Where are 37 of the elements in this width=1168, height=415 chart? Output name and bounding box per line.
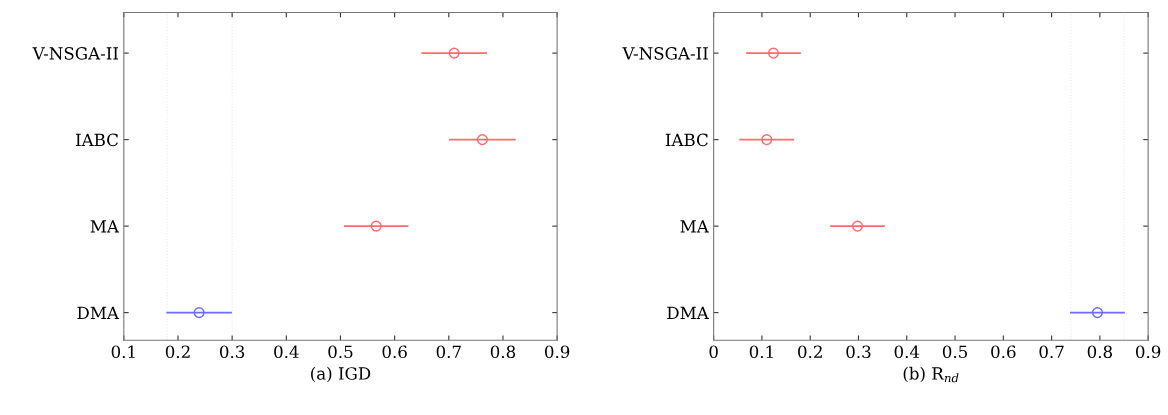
x-tick-label: 0.6	[991, 345, 1016, 359]
x-tick-label: 0.5	[942, 345, 967, 359]
x-tick-label: 0.8	[490, 345, 516, 359]
x-tick-label: 0.9	[1135, 345, 1161, 359]
y-tick-label: V-NSGA-II	[32, 47, 119, 60]
point	[476, 134, 488, 146]
x-tick-label: 0	[709, 345, 718, 359]
x-tick-label: 0.9	[544, 345, 570, 359]
x-tick-label: 0.1	[111, 345, 135, 359]
y-tick-label: V-NSGA-II	[622, 47, 708, 60]
x-tick-label: 0.3	[219, 345, 245, 359]
x-axis-title: (a) IGD	[311, 366, 371, 383]
x-tick-label: 0.5	[328, 345, 353, 359]
y-tick-label: MA	[90, 220, 120, 233]
point	[448, 47, 460, 59]
point	[761, 134, 773, 146]
y-tick-label: IABC	[665, 133, 708, 147]
x-tick-label: 0.2	[165, 345, 190, 359]
x-tick-label: 0.8	[1087, 345, 1112, 359]
y-tick-label: IABC	[75, 133, 118, 147]
x-tick-label: 0.4	[274, 345, 299, 359]
x-tick-label: 0.3	[846, 345, 871, 359]
x-tick-label: 0.6	[382, 345, 407, 359]
point	[1091, 307, 1104, 319]
x-tick-label: 0.1	[749, 345, 773, 359]
y-tick-label: MA	[680, 220, 709, 233]
point	[767, 47, 780, 59]
y-tick-label: DMA	[667, 306, 709, 319]
x-axis-title: (b) R$_{nd}$	[903, 366, 959, 383]
x-tick-label: 0.4	[894, 345, 920, 359]
point	[193, 307, 205, 319]
point	[851, 220, 864, 232]
x-tick-label: 0.7	[1039, 345, 1064, 359]
x-tick-label: 0.7	[436, 345, 461, 359]
point	[370, 220, 382, 232]
y-tick-label: DMA	[77, 306, 120, 319]
x-tick-label: 0.2	[798, 345, 822, 359]
